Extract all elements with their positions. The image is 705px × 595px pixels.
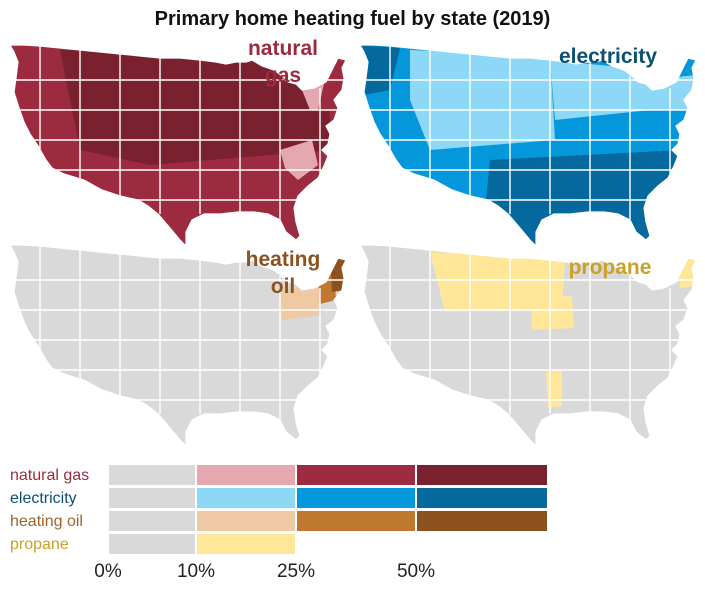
legend-swatch bbox=[197, 534, 295, 554]
legend-tick-label: 50% bbox=[397, 561, 435, 582]
map-label: electricity bbox=[559, 45, 657, 68]
state-region bbox=[530, 296, 574, 330]
legend: natural gas electricity heating oil propane… bbox=[10, 465, 547, 582]
map-label: heating bbox=[246, 248, 321, 271]
legend-swatch bbox=[297, 465, 415, 485]
map-label: natural bbox=[248, 37, 318, 60]
legend-swatch bbox=[417, 465, 547, 485]
legend-row-label: electricity bbox=[10, 490, 77, 507]
legend-tick-label: 10% bbox=[177, 561, 215, 582]
legend-tick-label: 25% bbox=[277, 561, 315, 582]
map-propane: propane bbox=[359, 244, 697, 447]
map-label: oil bbox=[271, 275, 296, 298]
legend-row-label: propane bbox=[10, 536, 69, 553]
state-region bbox=[60, 50, 330, 165]
legend-row-label: natural gas bbox=[10, 467, 89, 484]
legend-swatch bbox=[109, 465, 195, 485]
legend-swatch bbox=[109, 534, 195, 554]
map-electricity: electricity bbox=[359, 44, 697, 247]
state-borders bbox=[10, 246, 346, 420]
legend-swatch bbox=[297, 488, 415, 508]
legend-swatch bbox=[109, 488, 195, 508]
legend-swatch bbox=[197, 488, 295, 508]
state-borders bbox=[360, 246, 696, 420]
legend-swatch bbox=[197, 511, 295, 531]
legend-tick-label: 0% bbox=[94, 561, 122, 582]
state-borders bbox=[10, 46, 346, 220]
legend-swatch bbox=[109, 511, 195, 531]
legend-swatch bbox=[417, 511, 547, 531]
map-label: propane bbox=[569, 256, 652, 279]
state-region bbox=[10, 245, 346, 446]
state-region bbox=[430, 252, 565, 312]
state-region bbox=[410, 50, 555, 150]
state-borders bbox=[360, 46, 696, 220]
legend-swatch bbox=[417, 488, 547, 508]
map-label: gas bbox=[265, 64, 301, 87]
state-region bbox=[280, 285, 322, 320]
map-natural-gas: natural gas bbox=[9, 37, 347, 247]
map-heating-oil: heating oil bbox=[9, 244, 347, 447]
legend-row-label: heating oil bbox=[10, 513, 83, 530]
legend-swatch bbox=[197, 465, 295, 485]
chart-title: Primary home heating fuel by state (2019… bbox=[154, 8, 551, 30]
state-region bbox=[546, 370, 562, 408]
legend-swatch bbox=[297, 511, 415, 531]
state-region bbox=[550, 60, 650, 120]
